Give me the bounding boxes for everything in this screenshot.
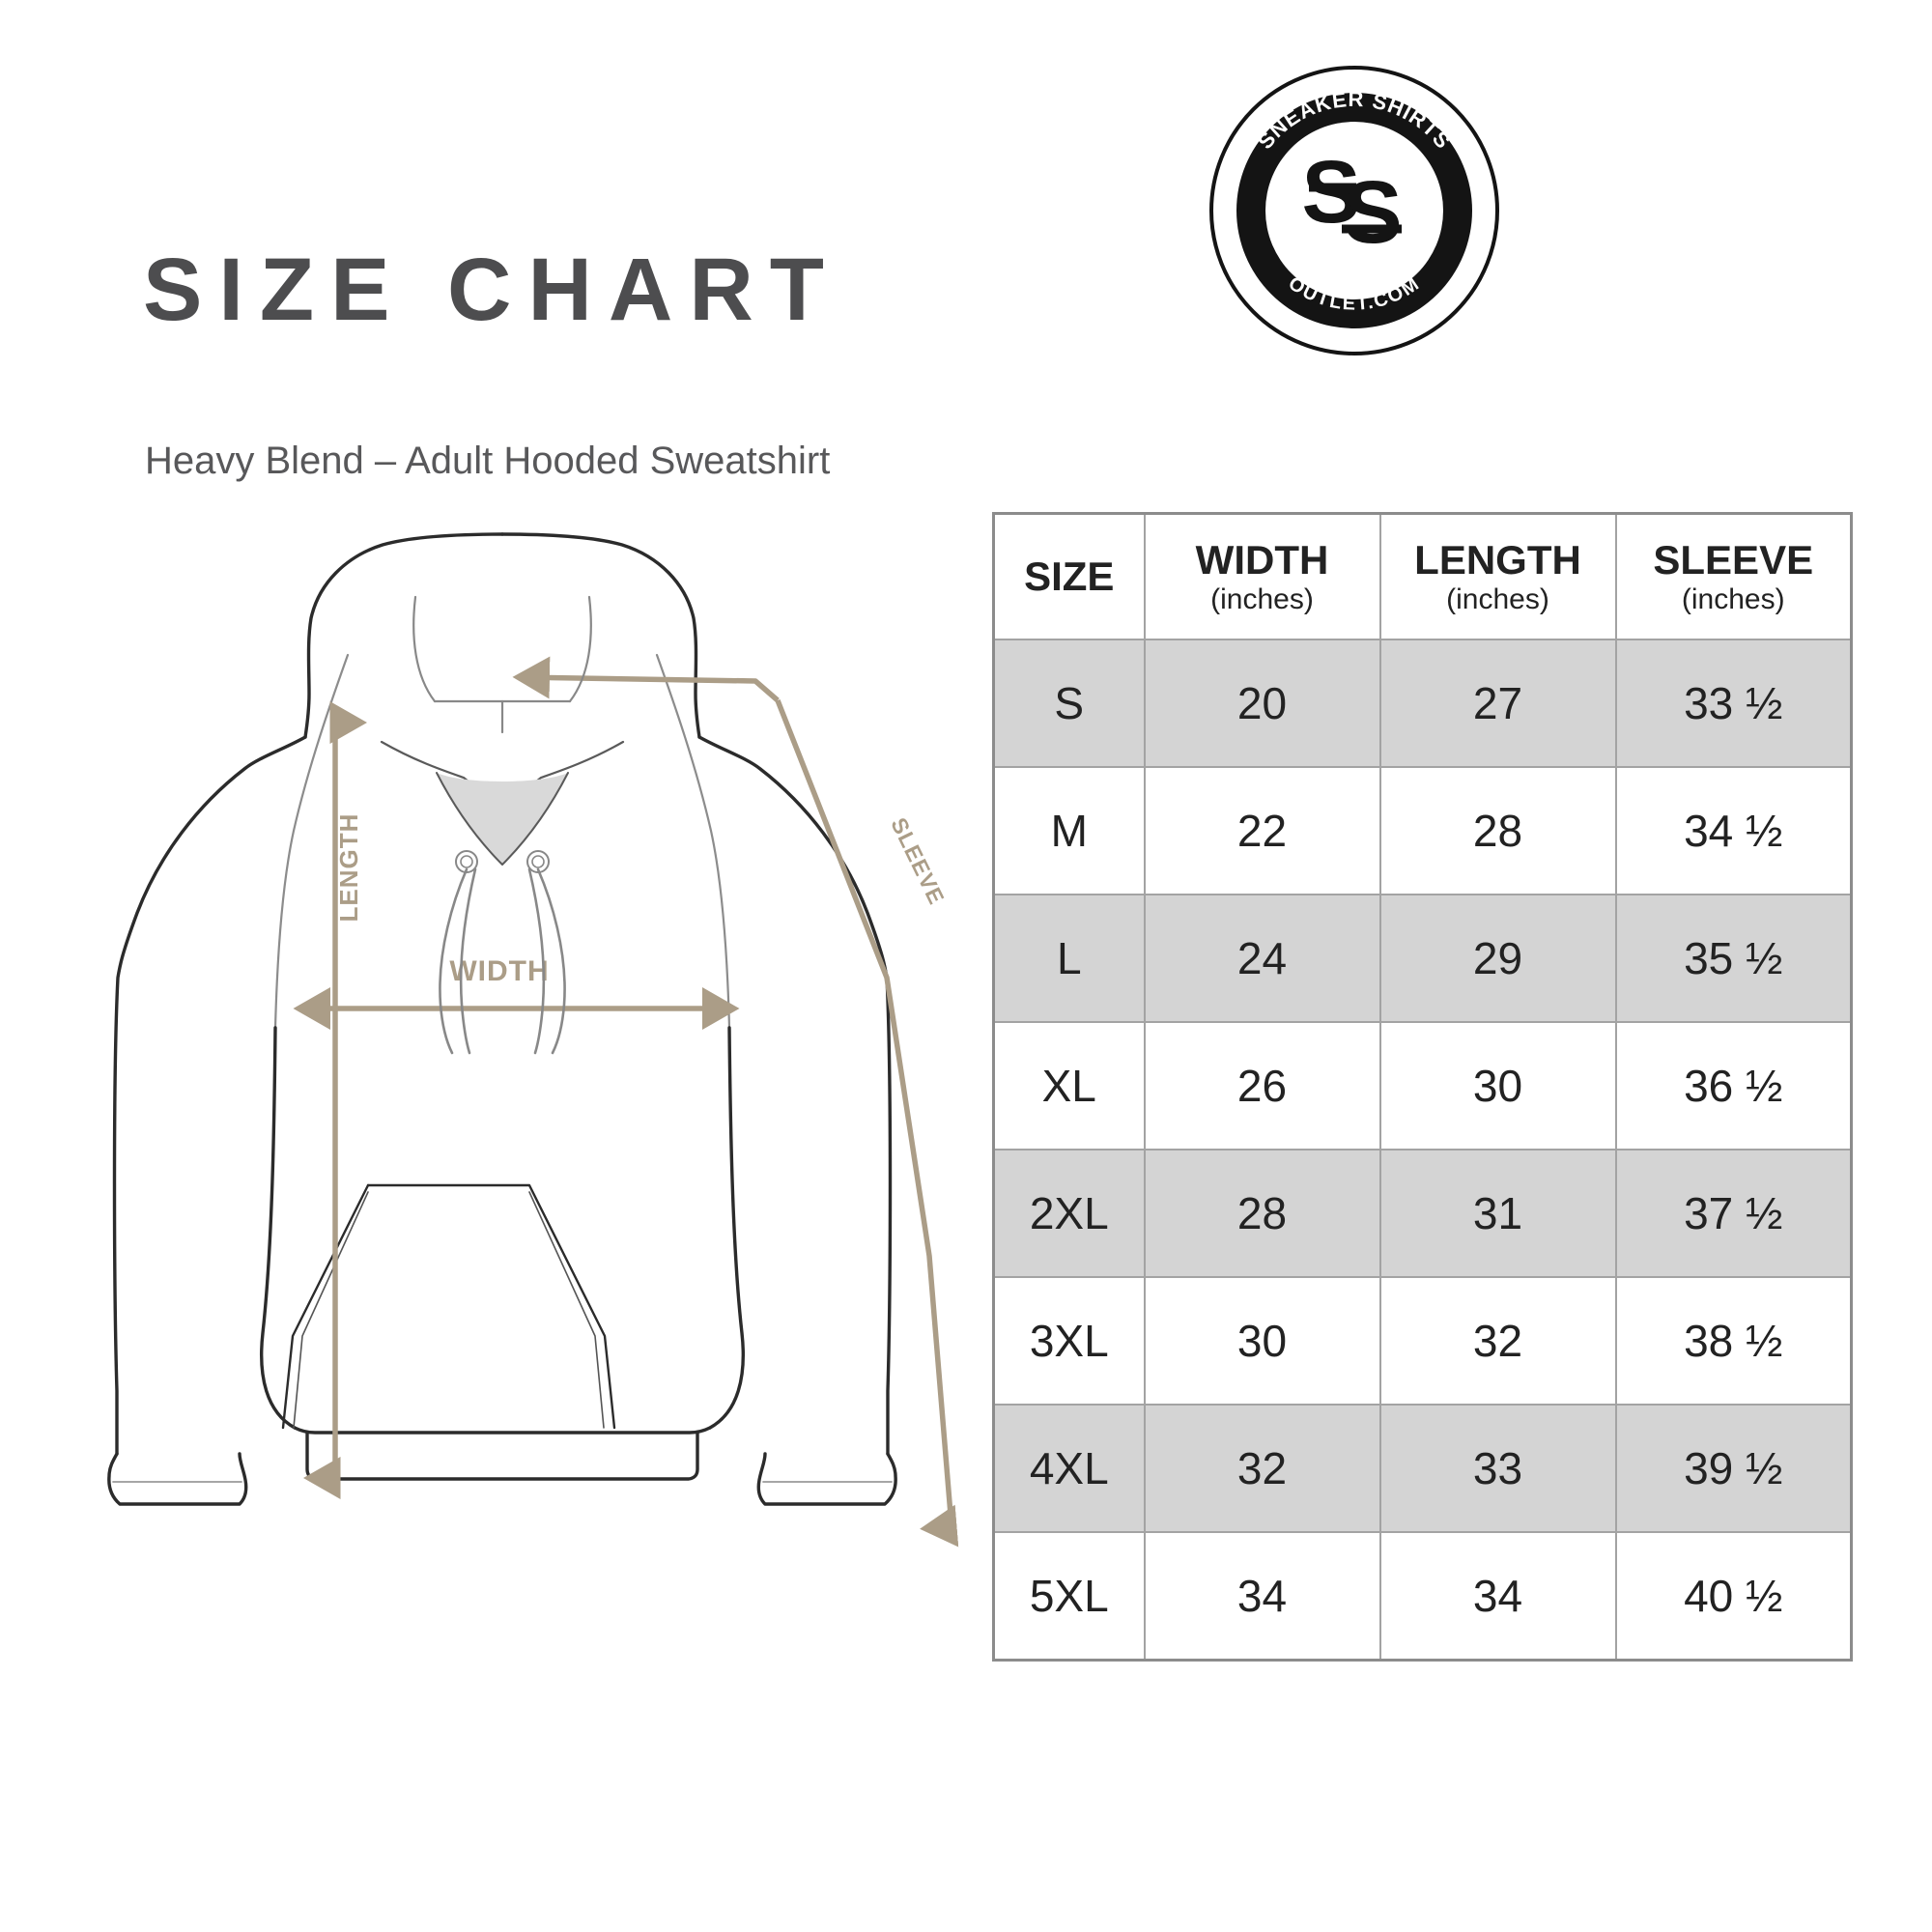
svg-text:SLEEVE: SLEEVE bbox=[886, 813, 950, 908]
svg-text:WIDTH: WIDTH bbox=[449, 955, 549, 987]
svg-text:S: S bbox=[1343, 163, 1402, 262]
svg-text:LENGTH: LENGTH bbox=[334, 813, 363, 923]
